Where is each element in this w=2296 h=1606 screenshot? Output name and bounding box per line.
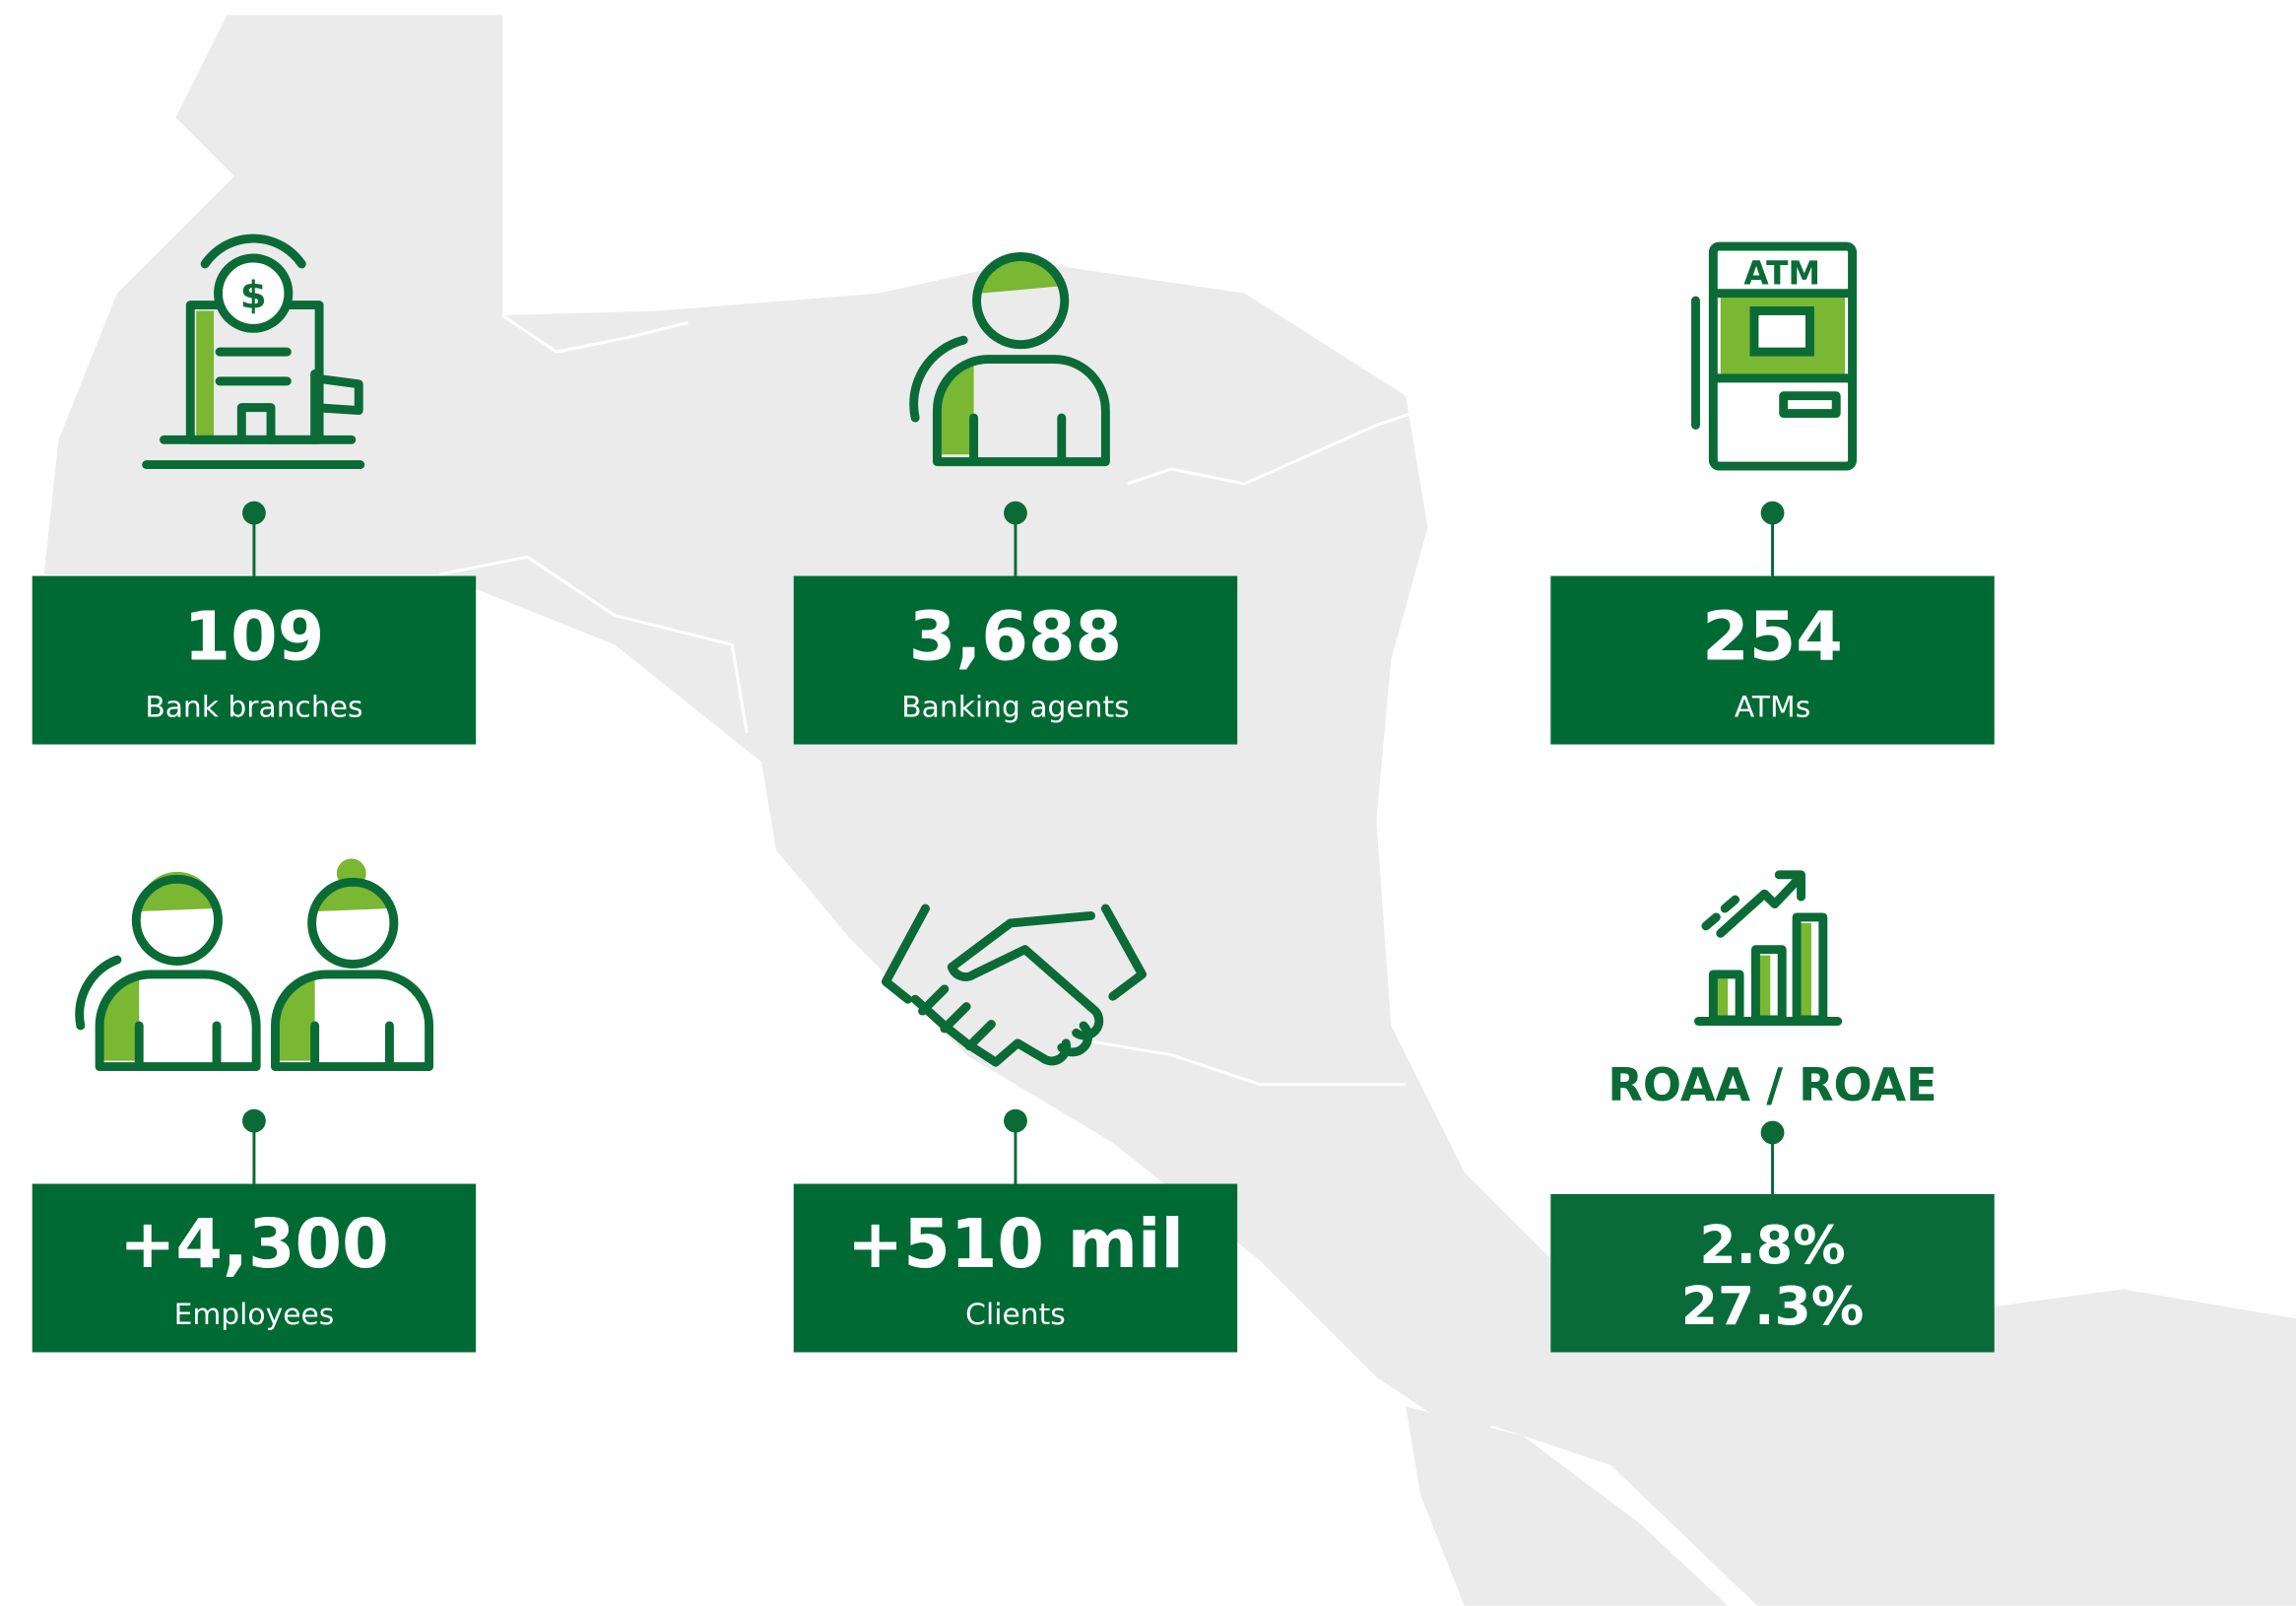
- stat-label: Banking agents: [901, 690, 1129, 724]
- connector-dot: [242, 501, 266, 525]
- handshake-icon: [881, 861, 1148, 1067]
- stat-value: 3,688: [909, 598, 1122, 676]
- map-borders: [438, 313, 1421, 1086]
- stat-label: Employees: [174, 1298, 335, 1332]
- bank-icon: $: [142, 234, 365, 470]
- stat-box: [1550, 1193, 1995, 1353]
- stat-box: [1550, 575, 1995, 745]
- growth-icon: [1694, 870, 1843, 1026]
- svg-text:$: $: [240, 274, 267, 318]
- stat-value: 109: [184, 598, 325, 676]
- map-background: [43, 15, 2296, 1606]
- connector-dot: [1760, 501, 1785, 525]
- stat-label: Bank branches: [145, 690, 362, 724]
- stat-box: [32, 575, 477, 745]
- stat-value: +4,300: [119, 1206, 389, 1284]
- connector-dot: [1004, 1108, 1027, 1133]
- connector-dot: [242, 1108, 266, 1133]
- atm-text: ATM: [1743, 255, 1820, 293]
- stat-value: 2.8%: [1699, 1214, 1845, 1276]
- stat-value: 254: [1702, 598, 1843, 676]
- stat-label: ATMs: [1735, 690, 1810, 724]
- agent-icon: [909, 252, 1110, 467]
- stat-value: +510 mil: [847, 1206, 1184, 1284]
- stat-box: [793, 1183, 1238, 1353]
- connector-dot: [1004, 501, 1027, 525]
- connector-dot: [1760, 1120, 1785, 1145]
- stat-heading: ROAA / ROAE: [1607, 1058, 1936, 1111]
- atm-icon: ATM: [1691, 241, 1858, 471]
- stat-cards: 109 Bank branches 3,688 Banking agents 254 AT…: [32, 501, 1995, 1353]
- employees-icon: [75, 858, 434, 1072]
- stat-label: Clients: [965, 1298, 1066, 1332]
- stat-value: 27.3%: [1681, 1275, 1865, 1337]
- stat-box: [793, 575, 1238, 745]
- stat-box: [32, 1183, 477, 1353]
